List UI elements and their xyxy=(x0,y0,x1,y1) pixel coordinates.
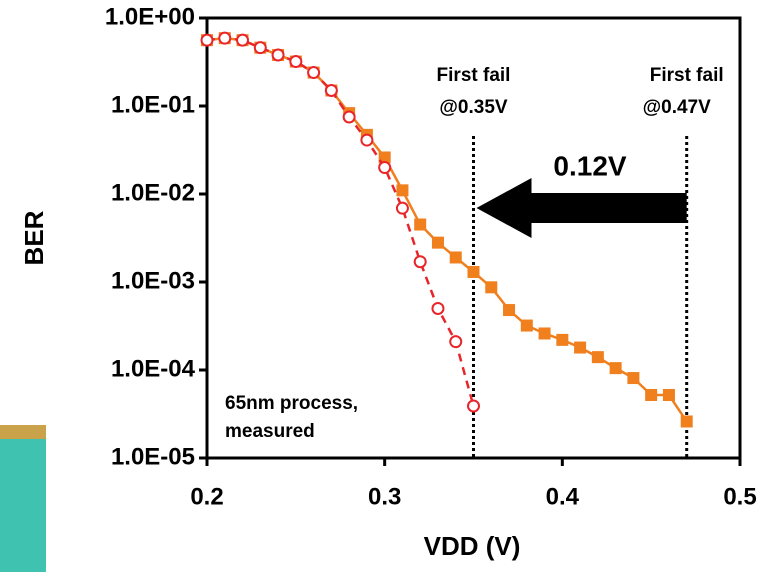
point xyxy=(645,388,658,401)
y-tick-label: 1.0E-05 xyxy=(111,443,195,470)
x-tick-label: 0.4 xyxy=(546,483,580,510)
point xyxy=(485,281,498,294)
point xyxy=(324,84,338,98)
point xyxy=(342,110,356,124)
point xyxy=(449,251,462,264)
point xyxy=(662,388,675,401)
point xyxy=(289,55,303,69)
point xyxy=(378,161,392,175)
y-tick-label: 1.0E-04 xyxy=(111,355,196,382)
point xyxy=(538,327,551,340)
point xyxy=(467,265,480,278)
y-axis-label: BER xyxy=(19,210,49,265)
chip-photo xyxy=(0,425,46,572)
series-line xyxy=(206,36,688,423)
point xyxy=(253,41,267,55)
point xyxy=(307,66,321,80)
point xyxy=(396,184,409,197)
y-tick-label: 1.0E+00 xyxy=(105,3,195,30)
x-tick-label: 0.3 xyxy=(368,483,401,510)
annotation: @0.35V xyxy=(439,97,508,118)
point xyxy=(680,415,693,428)
point xyxy=(271,48,285,62)
point xyxy=(378,151,391,164)
point xyxy=(591,351,604,364)
point xyxy=(520,319,533,332)
point xyxy=(627,372,640,385)
series-line xyxy=(206,36,475,407)
y-tick-label: 1.0E-01 xyxy=(111,91,195,118)
point xyxy=(395,201,409,215)
point xyxy=(431,236,444,249)
point xyxy=(414,218,427,231)
plot-frame xyxy=(205,16,742,460)
point xyxy=(431,301,445,315)
point xyxy=(413,255,427,269)
point xyxy=(449,335,463,349)
x-tick-label: 0.5 xyxy=(723,483,756,510)
x-axis-label: VDD (V) xyxy=(424,531,521,561)
point xyxy=(609,362,622,375)
annotation: 65nm process, xyxy=(225,393,358,414)
point xyxy=(467,399,480,413)
annotation: 0.12V xyxy=(553,150,626,181)
x-tick-label: 0.2 xyxy=(190,483,223,510)
point xyxy=(360,133,374,147)
annotation: @0.47V xyxy=(643,97,712,118)
point xyxy=(218,31,232,45)
annotation: measured xyxy=(225,421,315,442)
y-tick-label: 1.0E-03 xyxy=(111,267,195,294)
annotation: First fail xyxy=(437,65,511,86)
point xyxy=(574,341,587,354)
annotation: First fail xyxy=(650,65,724,86)
point xyxy=(200,33,214,47)
point xyxy=(556,333,569,346)
y-tick-label: 1.0E-02 xyxy=(111,179,195,206)
chip-edge xyxy=(0,425,46,439)
point xyxy=(236,33,250,47)
shift-arrow xyxy=(476,178,687,238)
point xyxy=(503,304,516,317)
